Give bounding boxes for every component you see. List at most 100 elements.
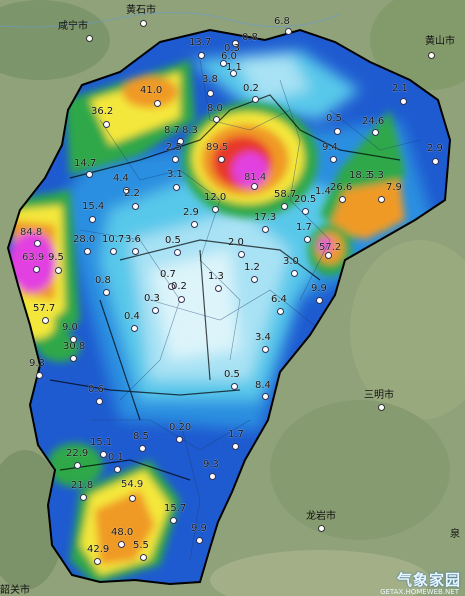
city-dot-sanming bbox=[378, 404, 385, 411]
rainfall-value: 15.1 bbox=[90, 437, 113, 448]
rainfall-value: 1.7 bbox=[228, 429, 244, 440]
rainfall-value: 9.9 bbox=[191, 523, 207, 534]
station-dot bbox=[432, 158, 439, 165]
rainfall-value: 0.3 bbox=[224, 43, 240, 54]
rainfall-value: 13.7 bbox=[189, 37, 212, 48]
rainfall-value: 0.8 bbox=[242, 32, 258, 43]
rainfall-value: 3.6 bbox=[125, 234, 141, 245]
rainfall-value: 28.0 bbox=[73, 234, 96, 245]
station-dot bbox=[152, 307, 159, 314]
rainfall-value: 4.4 bbox=[113, 173, 129, 184]
station-dot bbox=[103, 289, 110, 296]
city-sanming: 三明市 bbox=[364, 390, 394, 401]
rainfall-value: 0.5 bbox=[224, 369, 240, 380]
station-dot bbox=[304, 236, 311, 243]
station-dot bbox=[316, 297, 323, 304]
rainfall-value: 36.2 bbox=[91, 106, 114, 117]
rainfall-value: 9.9 bbox=[311, 283, 327, 294]
station-dot bbox=[33, 266, 40, 273]
rainfall-value: 9.0 bbox=[62, 322, 78, 333]
rainfall-value: 21.8 bbox=[71, 480, 94, 491]
station-dot bbox=[86, 171, 93, 178]
rainfall-value: 24.6 bbox=[362, 116, 385, 127]
station-dot bbox=[36, 372, 43, 379]
station-dot bbox=[129, 495, 136, 502]
station-dot bbox=[103, 121, 110, 128]
station-dot bbox=[285, 28, 292, 35]
rainfall-value: 2.0 bbox=[228, 237, 244, 248]
station-dot bbox=[174, 249, 181, 256]
station-dot bbox=[89, 216, 96, 223]
rainfall-value: 22.9 bbox=[66, 448, 89, 459]
rainfall-value: 0.3 bbox=[144, 293, 160, 304]
rainfall-value: 30.8 bbox=[63, 341, 86, 352]
rainfall-value: 57.2 bbox=[319, 242, 342, 253]
rainfall-value: 3.0 bbox=[283, 256, 299, 267]
rainfall-value: 0.2 bbox=[243, 83, 259, 94]
station-dot bbox=[215, 285, 222, 292]
rainfall-value: 12.0 bbox=[204, 192, 227, 203]
station-dot bbox=[34, 240, 41, 247]
rainfall-value: 8.3 bbox=[182, 125, 198, 136]
rainfall-value: 15.7 bbox=[164, 503, 187, 514]
station-dot bbox=[132, 248, 139, 255]
rainfall-value: 42.9 bbox=[87, 544, 110, 555]
rainfall-value: 14.7 bbox=[74, 158, 97, 169]
rainfall-value: 2.1 bbox=[392, 83, 408, 94]
city-longyan: 龙岩市 bbox=[306, 511, 336, 522]
station-dot bbox=[212, 206, 219, 213]
station-dot bbox=[110, 248, 117, 255]
rainfall-value: 2.5 bbox=[166, 142, 182, 153]
station-dot bbox=[96, 398, 103, 405]
station-dot bbox=[291, 270, 298, 277]
station-dot bbox=[372, 129, 379, 136]
station-dot bbox=[172, 156, 179, 163]
rainfall-value: 0.2 bbox=[171, 281, 187, 292]
station-dot bbox=[140, 554, 147, 561]
station-dot bbox=[262, 346, 269, 353]
station-dot bbox=[173, 184, 180, 191]
station-dot bbox=[220, 60, 227, 67]
city-huangshi: 黄石市 bbox=[126, 5, 156, 16]
city-huangshan: 黄山市 bbox=[425, 36, 455, 47]
station-dot bbox=[209, 473, 216, 480]
station-dot bbox=[207, 90, 214, 97]
rainfall-value: 2.9 bbox=[427, 143, 443, 154]
station-dot bbox=[277, 308, 284, 315]
rainfall-value: 81.4 bbox=[244, 172, 267, 183]
rainfall-value: 20.5 bbox=[294, 194, 317, 205]
station-dot bbox=[334, 128, 341, 135]
rainfall-value: 54.9 bbox=[121, 479, 144, 490]
rainfall-value: 8.7 bbox=[164, 125, 180, 136]
station-dot bbox=[339, 196, 346, 203]
station-dot bbox=[74, 462, 81, 469]
station-dot bbox=[232, 40, 239, 47]
station-dot bbox=[170, 517, 177, 524]
rainfall-value: 84.8 bbox=[20, 227, 43, 238]
station-dot bbox=[251, 183, 258, 190]
rainfall-value: 3.4 bbox=[255, 332, 271, 343]
rainfall-value: 6.0 bbox=[221, 51, 237, 62]
station-dot bbox=[196, 537, 203, 544]
station-dot bbox=[251, 276, 258, 283]
station-dot bbox=[80, 494, 87, 501]
station-dot bbox=[132, 203, 139, 210]
station-dot bbox=[176, 436, 183, 443]
station-dot bbox=[118, 541, 125, 548]
rainfall-value: 2.2 bbox=[124, 188, 140, 199]
prefecture-lines bbox=[49, 94, 401, 481]
rainfall-value: 17.3 bbox=[254, 212, 277, 223]
station-dot bbox=[100, 451, 107, 458]
rainfall-value: 1.3 bbox=[208, 271, 224, 282]
station-dot bbox=[262, 393, 269, 400]
city-dot-huangshan bbox=[428, 52, 435, 59]
rainfall-value: 1.2 bbox=[244, 262, 260, 273]
rainfall-value: 0.7 bbox=[160, 269, 176, 280]
station-dot bbox=[114, 466, 121, 473]
rainfall-value: 6.8 bbox=[274, 16, 290, 27]
station-dot bbox=[191, 221, 198, 228]
